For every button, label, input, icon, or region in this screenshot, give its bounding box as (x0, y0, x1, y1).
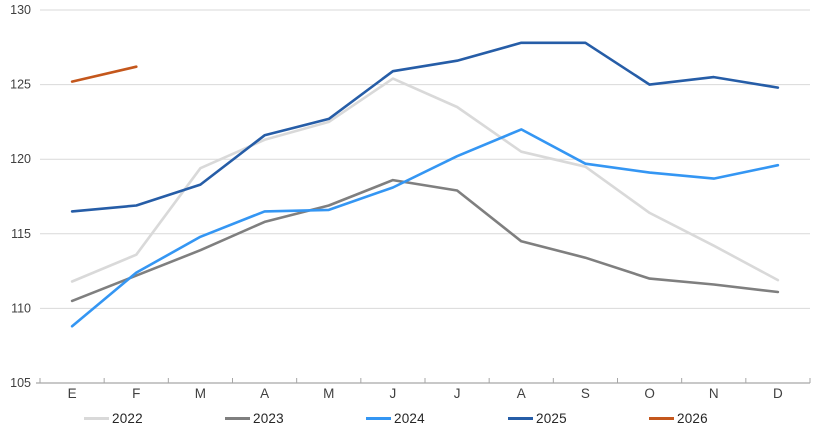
x-axis-label: A (260, 386, 269, 401)
legend-label: 2022 (112, 410, 143, 426)
x-axis-label: M (195, 386, 206, 401)
series-line-2025 (70, 41, 780, 213)
legend-label: 2023 (253, 410, 284, 426)
x-axis-label: E (68, 386, 77, 401)
chart-legend: 2022 2023 2024 2025 2026 (0, 409, 820, 429)
x-axis-label: N (709, 386, 719, 401)
legend-swatch-2022 (84, 416, 109, 420)
series-line-2026 (70, 65, 138, 83)
legend-item-2026: 2026 (649, 409, 708, 427)
legend-label: 2025 (536, 410, 567, 426)
legend-swatch-2024 (366, 416, 391, 420)
legend-item-2022: 2022 (84, 409, 143, 427)
x-axis-label: F (132, 386, 140, 401)
legend-label: 2026 (677, 410, 708, 426)
x-axis-label: J (390, 386, 397, 401)
legend-label: 2024 (394, 410, 425, 426)
x-axis-label: J (454, 386, 461, 401)
series-line-2024 (70, 128, 780, 328)
legend-item-2025: 2025 (508, 409, 567, 427)
x-axis-label: O (644, 386, 655, 401)
series-line-2022 (70, 77, 780, 283)
y-axis-label: 110 (11, 301, 31, 315)
x-axis-label: A (517, 386, 526, 401)
legend-swatch-2023 (225, 416, 250, 420)
legend-item-2024: 2024 (366, 409, 425, 427)
x-axis-label: M (323, 386, 334, 401)
y-axis-label: 120 (10, 152, 31, 166)
y-axis-label: 125 (10, 78, 31, 92)
series-line-2023 (70, 178, 780, 303)
x-axis-label: S (581, 386, 590, 401)
x-axis-label: D (773, 386, 783, 401)
legend-item-2023: 2023 (225, 409, 284, 427)
y-axis-label: 105 (10, 376, 31, 390)
y-axis-label: 130 (10, 3, 31, 17)
legend-swatch-2026 (649, 416, 674, 420)
y-axis-label: 115 (11, 227, 31, 241)
line-chart-svg: 105 110 115 120 125 130 E F M A M J J A S O N D (10, 3, 811, 401)
legend-swatch-2025 (508, 416, 533, 420)
